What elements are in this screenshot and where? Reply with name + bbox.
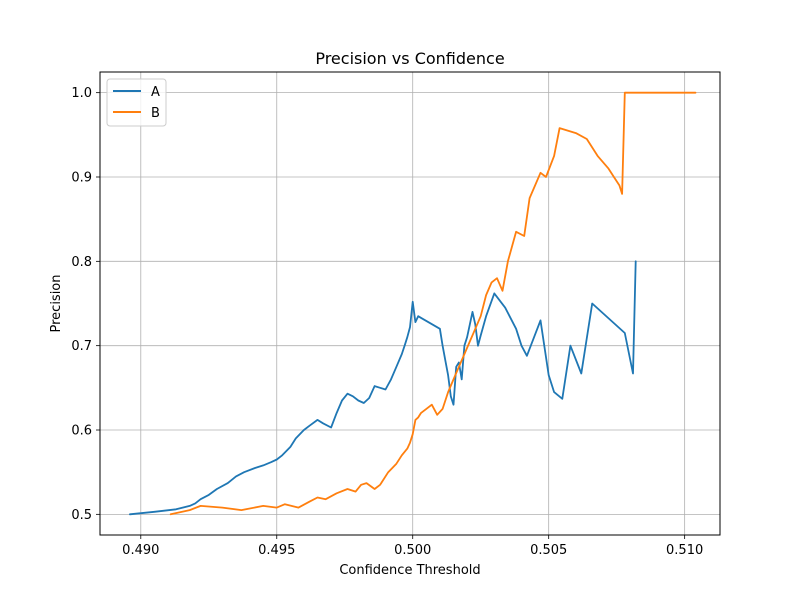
legend-label-a: A xyxy=(151,85,160,100)
plot-frame xyxy=(99,71,721,536)
x-axis: 0.490 0.495 0.500 0.505 0.510 xyxy=(122,535,703,558)
y-tick-label: 0.7 xyxy=(71,339,92,354)
series-layer xyxy=(128,91,697,516)
series-line-a xyxy=(128,260,637,516)
x-tick-label: 0.505 xyxy=(530,543,567,558)
legend-label-b: B xyxy=(151,106,160,121)
y-tick-label: 1.0 xyxy=(71,86,92,101)
y-tick-label: 0.9 xyxy=(71,170,92,185)
x-axis-title: Confidence Threshold xyxy=(339,563,480,578)
x-tick-label: 0.490 xyxy=(122,543,159,558)
chart-title: Precision vs Confidence xyxy=(315,49,504,68)
y-tick-label: 0.5 xyxy=(71,508,92,523)
x-tick-label: 0.500 xyxy=(394,543,431,558)
y-axis-title: Precision xyxy=(49,274,64,332)
x-tick-label: 0.495 xyxy=(258,543,295,558)
legend: A B xyxy=(106,78,167,127)
y-tick-label: 0.6 xyxy=(71,424,92,439)
y-axis: 0.5 0.6 0.7 0.8 0.9 1.0 xyxy=(71,86,100,523)
y-tick-label: 0.8 xyxy=(71,255,92,270)
series-line-b xyxy=(169,91,697,516)
x-tick-label: 0.510 xyxy=(666,543,703,558)
